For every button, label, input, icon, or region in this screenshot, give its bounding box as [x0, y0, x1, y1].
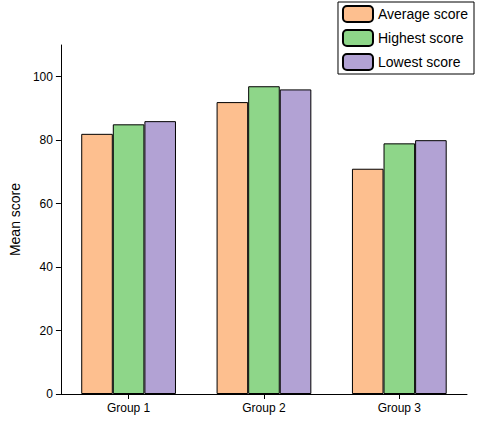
svg-text:Mean score: Mean score [7, 183, 23, 256]
svg-text:80: 80 [40, 133, 54, 147]
svg-text:Average score: Average score [378, 6, 468, 22]
svg-text:Group 2: Group 2 [242, 401, 286, 415]
svg-text:60: 60 [40, 197, 54, 211]
svg-text:20: 20 [40, 324, 54, 338]
svg-text:Highest score: Highest score [378, 30, 464, 46]
svg-text:40: 40 [40, 260, 54, 274]
svg-text:100: 100 [33, 70, 53, 84]
svg-text:0: 0 [46, 387, 53, 401]
svg-text:Lowest score: Lowest score [378, 54, 461, 70]
svg-text:Group 3: Group 3 [378, 401, 422, 415]
svg-text:Group 1: Group 1 [107, 401, 151, 415]
